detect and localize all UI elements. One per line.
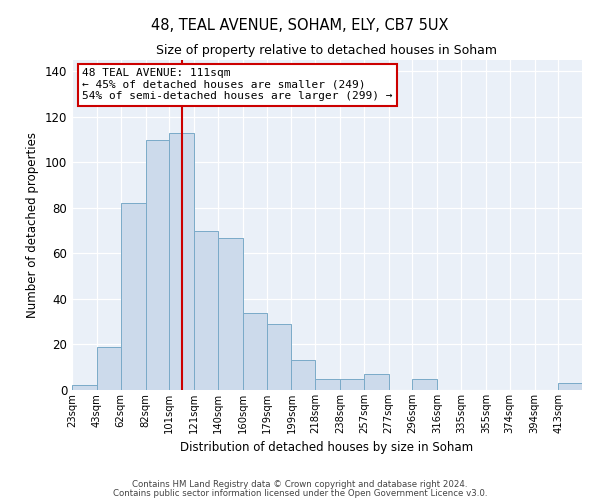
Bar xyxy=(121,204,146,390)
Bar xyxy=(559,383,582,390)
Bar xyxy=(218,238,243,390)
Text: 48, TEAL AVENUE, SOHAM, ELY, CB7 5UX: 48, TEAL AVENUE, SOHAM, ELY, CB7 5UX xyxy=(151,18,449,32)
Text: 48 TEAL AVENUE: 111sqm
← 45% of detached houses are smaller (249)
54% of semi-de: 48 TEAL AVENUE: 111sqm ← 45% of detached… xyxy=(82,68,392,102)
X-axis label: Distribution of detached houses by size in Soham: Distribution of detached houses by size … xyxy=(181,442,473,454)
Y-axis label: Number of detached properties: Number of detached properties xyxy=(26,132,39,318)
Bar xyxy=(243,312,266,390)
Bar xyxy=(364,374,389,390)
Text: Contains public sector information licensed under the Open Government Licence v3: Contains public sector information licen… xyxy=(113,488,487,498)
Bar xyxy=(169,133,194,390)
Bar xyxy=(97,347,121,390)
Bar xyxy=(340,378,364,390)
Bar xyxy=(315,378,340,390)
Title: Size of property relative to detached houses in Soham: Size of property relative to detached ho… xyxy=(157,44,497,58)
Bar xyxy=(266,324,292,390)
Bar xyxy=(146,140,169,390)
Bar xyxy=(412,378,437,390)
Bar xyxy=(292,360,315,390)
Text: Contains HM Land Registry data © Crown copyright and database right 2024.: Contains HM Land Registry data © Crown c… xyxy=(132,480,468,489)
Bar xyxy=(194,230,218,390)
Bar xyxy=(72,386,97,390)
